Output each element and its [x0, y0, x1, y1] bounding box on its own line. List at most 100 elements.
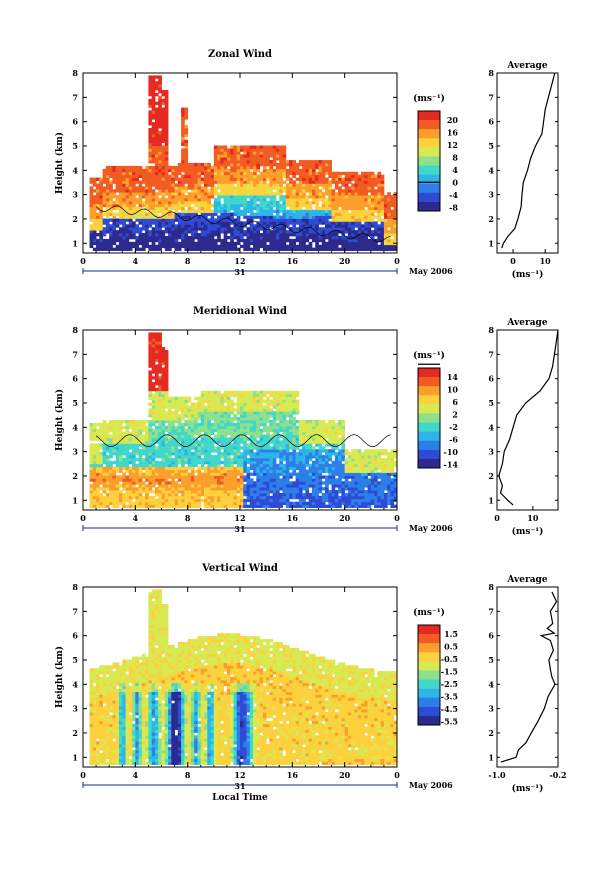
- heatmap-cell: [272, 163, 277, 167]
- heatmap-cell: [262, 437, 267, 441]
- heatmap-cell: [200, 460, 205, 465]
- heatmap-cell: [122, 180, 126, 184]
- heatmap-cell: [246, 203, 251, 208]
- heatmap-cell: [298, 168, 303, 173]
- heatmap-cell: [325, 244, 329, 249]
- heatmap-cell: [148, 431, 153, 435]
- heatmap-cell: [161, 189, 166, 193]
- heatmap-cell: [122, 475, 126, 479]
- heatmap-cell: [377, 189, 382, 193]
- heatmap-cell: [102, 221, 107, 225]
- heatmap-cell: [279, 145, 283, 149]
- heatmap-cell: [374, 227, 378, 231]
- heatmap-cell: [112, 215, 117, 219]
- heatmap-cell: [204, 227, 208, 231]
- heatmap-cell: [154, 154, 159, 158]
- heatmap-cell: [109, 235, 113, 240]
- heatmap-cell: [272, 238, 277, 243]
- heatmap-cell: [302, 186, 306, 190]
- heatmap-cell: [181, 133, 185, 138]
- heatmap-cell: [200, 238, 205, 243]
- heatmap-cell: [233, 472, 238, 476]
- heatmap-cell: [99, 241, 104, 246]
- heatmap-cell: [233, 484, 238, 488]
- heatmap-cell: [249, 504, 254, 508]
- heatmap-cell: [174, 449, 179, 453]
- heatmap-cell: [151, 203, 156, 208]
- heatmap-cell: [132, 171, 136, 176]
- heatmap-cell: [243, 396, 247, 400]
- heatmap-cell: [204, 481, 208, 485]
- heatmap-cell: [387, 244, 391, 249]
- heatmap-cell: [266, 420, 270, 424]
- heatmap-cell: [243, 203, 247, 208]
- heatmap-cell: [243, 160, 247, 164]
- heatmap-cell: [194, 414, 198, 418]
- heatmap-cell: [249, 165, 254, 170]
- heatmap-cell: [161, 425, 166, 430]
- heatmap-cell: [275, 449, 280, 453]
- heatmap-cell: [236, 221, 241, 225]
- heatmap-cell: [171, 218, 175, 222]
- heatmap-cell: [230, 399, 234, 403]
- heatmap-cell: [112, 206, 117, 211]
- heatmap-cell: [181, 405, 185, 409]
- heatmap-cell: [370, 192, 375, 196]
- heatmap-cell: [151, 157, 156, 161]
- heatmap-cell: [190, 224, 195, 228]
- average-y-tick-label: 7: [488, 92, 494, 102]
- heatmap-cell: [158, 189, 162, 193]
- heatmap-cell: [259, 414, 264, 418]
- heatmap-cell: [325, 203, 329, 208]
- heatmap-cell: [347, 224, 352, 228]
- heatmap-cell: [361, 212, 365, 216]
- heatmap-cell: [383, 235, 388, 240]
- heatmap-cell: [177, 212, 182, 216]
- heatmap-cell: [145, 425, 149, 430]
- heatmap-cell: [272, 227, 277, 231]
- heatmap-cell: [102, 455, 107, 459]
- heatmap-cell: [164, 490, 169, 494]
- heatmap-cell: [135, 200, 139, 205]
- heatmap-cell: [112, 195, 117, 199]
- heatmap-cell: [181, 422, 185, 427]
- heatmap-cell: [266, 148, 270, 152]
- heatmap-cell: [256, 411, 261, 415]
- heatmap-cell: [210, 481, 215, 485]
- heatmap-cell: [184, 200, 189, 205]
- heatmap-cell: [158, 174, 162, 178]
- heatmap-cell: [249, 241, 254, 246]
- heatmap-cell: [210, 183, 215, 187]
- heatmap-cell: [308, 224, 313, 228]
- heatmap-cell: [190, 420, 195, 424]
- heatmap-cell: [112, 224, 117, 228]
- heatmap-cell: [295, 215, 300, 219]
- heatmap-cell: [328, 224, 332, 228]
- heatmap-cell: [243, 492, 247, 497]
- heatmap-cell: [351, 212, 355, 216]
- heatmap-cell: [168, 411, 172, 415]
- heatmap-cell: [161, 215, 166, 219]
- heatmap-cell: [204, 206, 208, 211]
- heatmap-cell: [99, 247, 104, 251]
- heatmap-cell: [285, 221, 290, 225]
- heatmap-cell: [112, 247, 117, 251]
- heatmap-cell: [210, 244, 215, 249]
- heatmap-cell: [148, 376, 153, 380]
- heatmap-cell: [99, 460, 104, 465]
- heatmap-cell: [92, 241, 97, 246]
- heatmap-cell: [99, 498, 104, 503]
- heatmap-cell: [220, 440, 225, 444]
- heatmap-cell: [308, 230, 313, 234]
- heatmap-cell: [256, 224, 261, 228]
- heatmap-cell: [105, 475, 110, 479]
- heatmap-cell: [364, 189, 368, 193]
- heatmap-cell: [370, 200, 375, 205]
- heatmap-cell: [181, 487, 185, 491]
- heatmap-cell: [200, 390, 205, 395]
- heatmap-cell: [223, 469, 228, 473]
- heatmap-cell: [236, 411, 241, 415]
- heatmap-cell: [145, 244, 149, 249]
- heatmap-cell: [135, 504, 139, 508]
- heatmap-cell: [174, 484, 179, 488]
